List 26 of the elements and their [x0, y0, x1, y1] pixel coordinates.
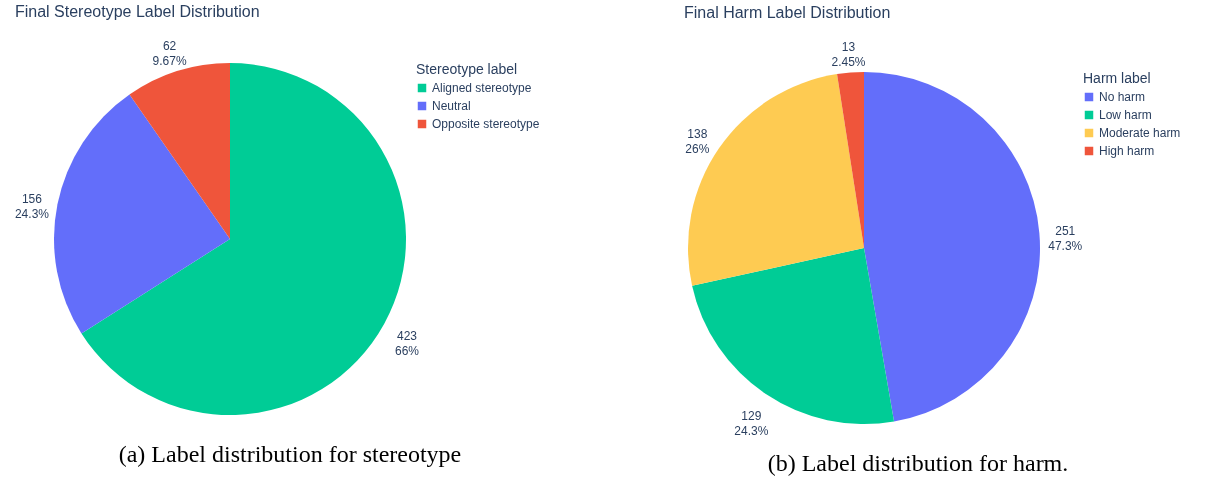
- data-label: 62 9.67%: [152, 39, 187, 69]
- pie-slice: [864, 72, 1040, 422]
- data-label: 129 24.3%: [734, 408, 769, 438]
- legend-label: Moderate harm: [1099, 126, 1181, 140]
- pie-slice: [692, 248, 895, 424]
- text: (a) Label distribution for stereotype: [118, 441, 462, 467]
- chart-title: Final Stereotype Label Distribution: [14, 3, 260, 21]
- data-label: 138 26%: [685, 126, 710, 156]
- data-label: 251 47.3%: [1048, 223, 1083, 253]
- legend-label: No harm: [1099, 90, 1146, 104]
- pie-slice: [837, 72, 864, 248]
- legend-title: Stereotype label: [416, 61, 518, 77]
- legend-label: Low harm: [1099, 108, 1152, 122]
- pie-slice: [688, 74, 864, 286]
- legend-label: High harm: [1099, 144, 1155, 158]
- legend-label: Opposite stereotype: [432, 117, 540, 131]
- data-label: 156 24.3%: [14, 192, 50, 222]
- text: (b) Label distribution for harm.: [767, 450, 1069, 476]
- chart-title: Final Harm Label Distribution: [684, 3, 891, 21]
- pie-slice: [54, 94, 230, 334]
- pie-slice: [129, 63, 230, 239]
- legend-title: Harm label: [1083, 70, 1151, 86]
- data-label: 423 66%: [395, 329, 420, 359]
- legend-label: Aligned stereotype: [432, 81, 532, 95]
- legend-label: Neutral: [432, 99, 471, 113]
- data-label: 13 2.45%: [831, 39, 866, 69]
